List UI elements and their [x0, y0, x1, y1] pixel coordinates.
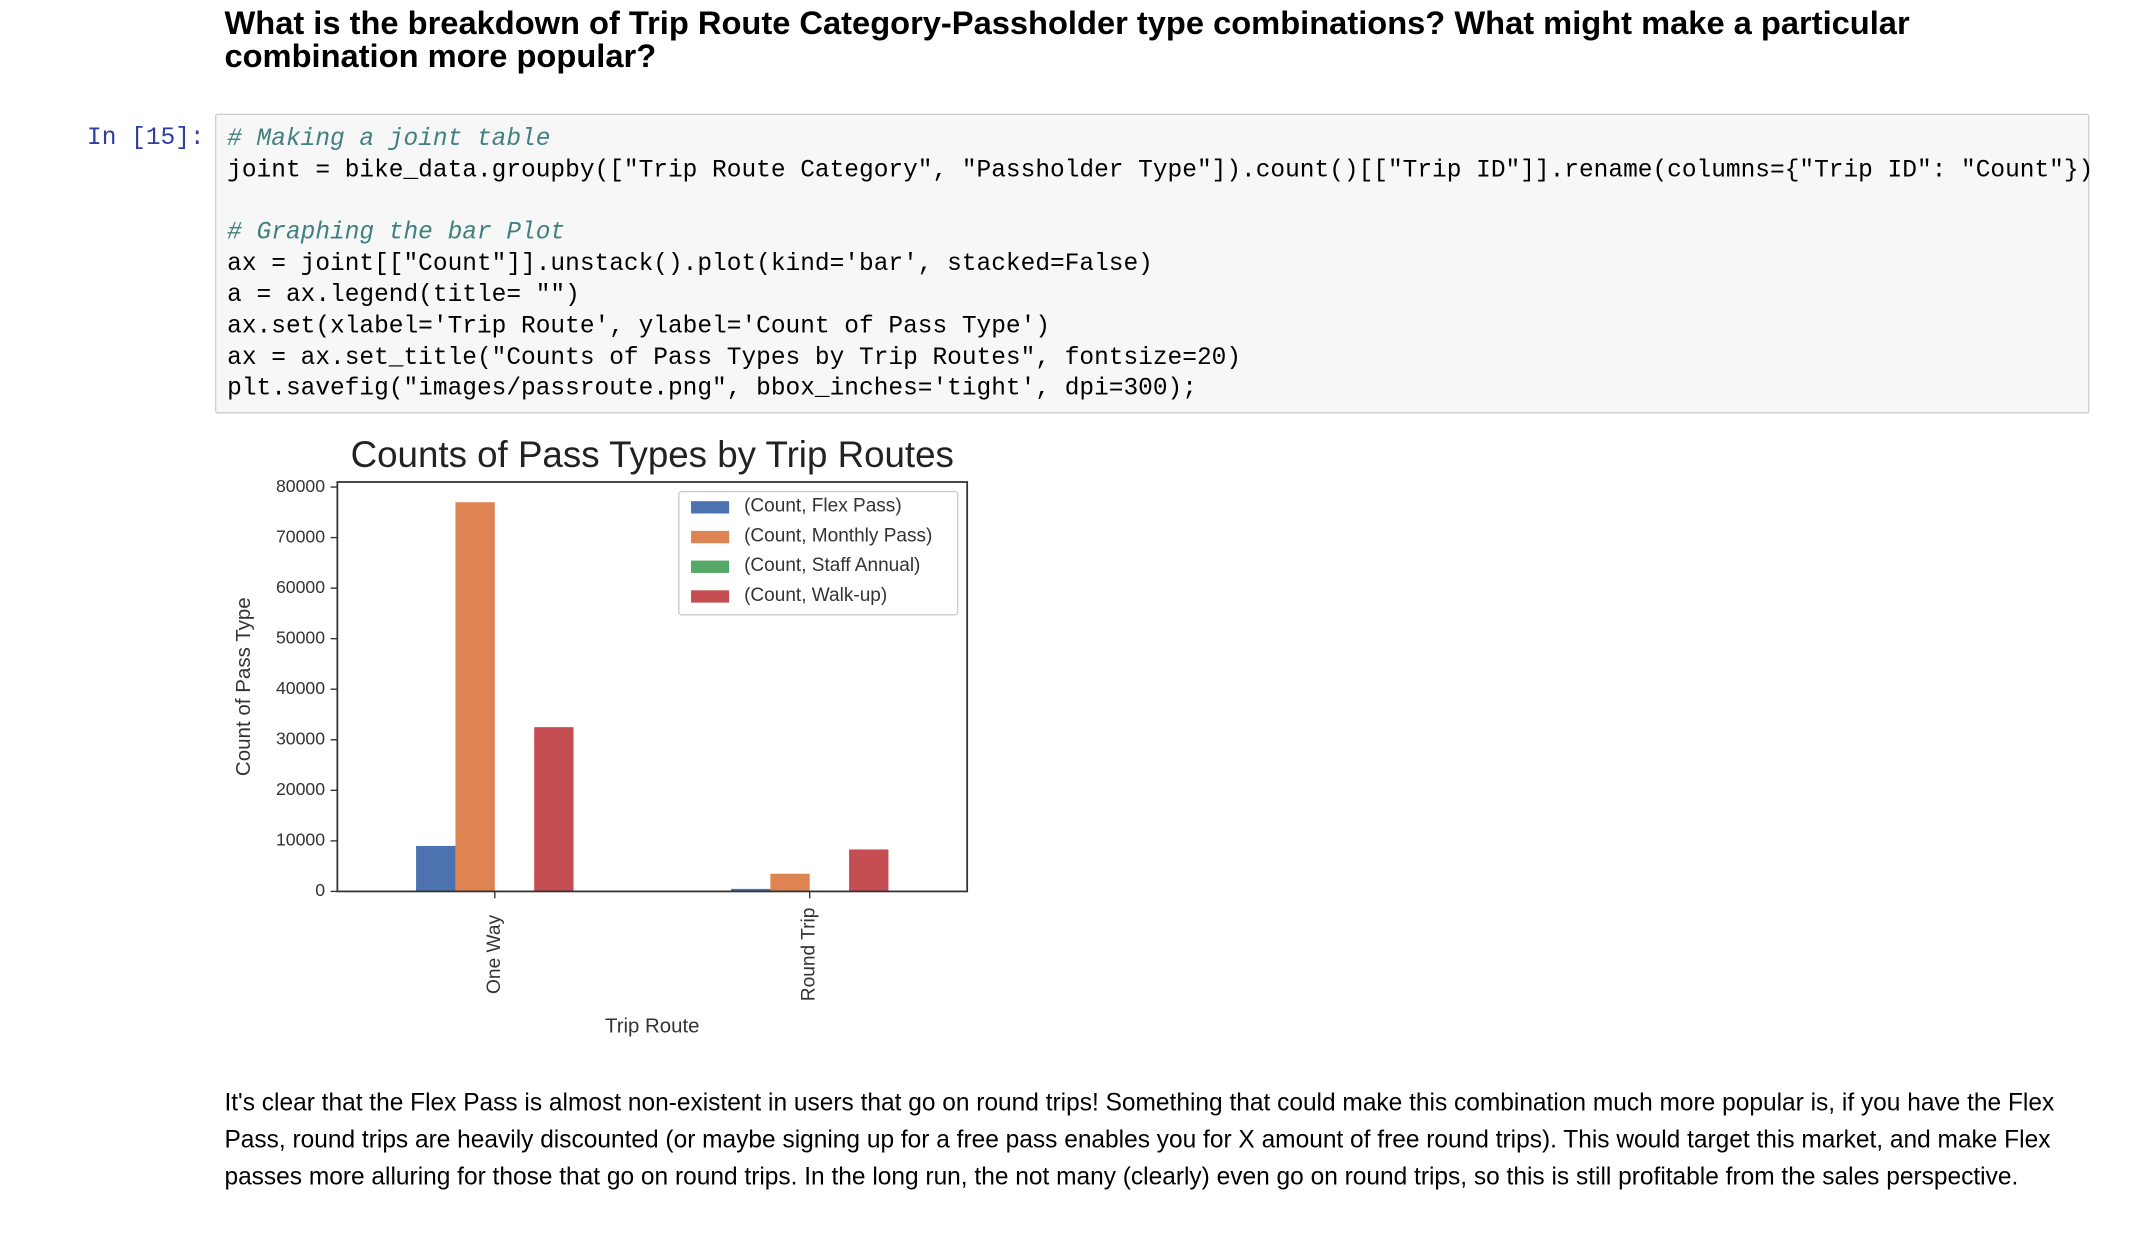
y-tick-label: 80000 [276, 476, 325, 496]
legend-swatch [691, 560, 730, 573]
plot-frame [336, 481, 969, 893]
x-tick-label: One Way [484, 914, 505, 994]
code-block: # Making a joint table joint = bike_data.… [227, 125, 2094, 187]
legend-label: (Count, Walk-up) [744, 585, 887, 606]
code-cell[interactable]: # Making a joint table joint = bike_data.… [214, 113, 2094, 414]
y-tick-label: 30000 [276, 728, 325, 748]
code-block: # Graphing the bar Plot ax = joint[["Coun… [227, 218, 2077, 405]
bar [770, 873, 810, 892]
x-axis-label: Trip Route [605, 1014, 699, 1037]
bar [730, 888, 771, 892]
legend-label: (Count, Staff Annual) [744, 555, 920, 576]
code-line: plt.savefig("images/passroute.png", bbox… [227, 375, 1197, 404]
bar [849, 849, 889, 892]
y-tick-label: 60000 [276, 577, 325, 597]
legend-box [678, 490, 959, 616]
y-tick-label: 50000 [276, 627, 325, 647]
y-tick-label: 40000 [276, 678, 325, 698]
code-line: # Graphing the bar Plot [227, 219, 566, 248]
code-line: ax = joint[["Count"]].unstack().plot(kin… [227, 250, 1153, 279]
legend-swatch [691, 530, 730, 544]
legend-label: (Count, Monthly Pass) [744, 525, 932, 546]
y-axis-label: Count of Pass Type [232, 597, 255, 776]
x-tick-label: Round Trip [799, 908, 820, 1002]
code-line: joint = bike_data.groupby(["Trip Route C… [227, 157, 2094, 185]
paragraph: It's clear that the Flex Pass is almost … [224, 1088, 2055, 1190]
cell-prompt: In [15]: [87, 124, 205, 152]
bar [416, 845, 456, 892]
code-line: # Making a joint table [227, 125, 551, 154]
bar [455, 502, 495, 892]
y-tick-label: 10000 [276, 830, 325, 850]
code-line: a = ax.legend(title= "") [227, 282, 580, 310]
bar [534, 727, 574, 892]
code-line: ax.set(xlabel='Trip Route', ylabel='Coun… [227, 313, 1051, 341]
code-line: ax = ax.set_title("Counts of Pass Types … [227, 344, 1242, 372]
heading: What is the breakdown of Trip Route Cate… [224, 5, 1910, 76]
legend-label: (Count, Flex Pass) [744, 496, 902, 517]
y-tick-label: 70000 [276, 526, 325, 546]
y-tick-label: 20000 [276, 779, 325, 799]
y-tick-label: 0 [315, 880, 325, 900]
chart: Counts of Pass Types by Trip Routes 0 1000… [232, 434, 969, 1037]
legend-swatch [691, 501, 730, 514]
chart-title: Counts of Pass Types by Trip Routes [351, 434, 954, 475]
legend-swatch [691, 590, 730, 603]
